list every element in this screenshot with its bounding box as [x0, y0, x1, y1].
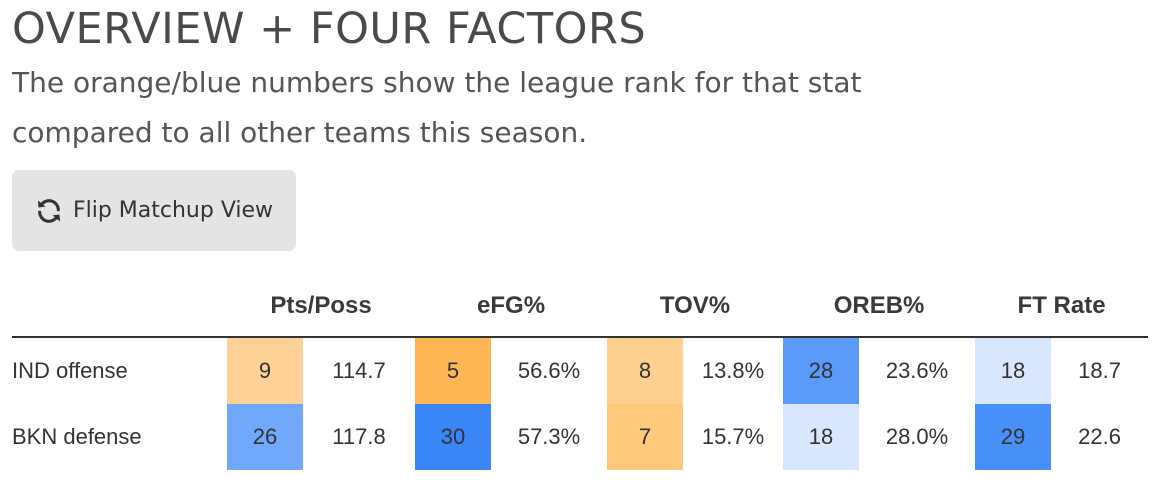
- table-row: IND offense 9 114.7 5 56.6% 8 13.8% 28 23.6% 18 18…: [12, 337, 1148, 404]
- stat-value-pts-poss: 117.8: [332, 424, 386, 449]
- page-subtitle: The orange/blue numbers show the league …: [12, 66, 862, 149]
- page-title: OVERVIEW + FOUR FACTORS: [12, 4, 647, 54]
- refresh-icon: [35, 197, 63, 225]
- rank-badge-pts-poss: 26: [227, 404, 303, 470]
- rank-badge-ft-rate: 29: [975, 404, 1052, 470]
- team-column-header: [12, 276, 227, 338]
- stat-value-efg: 56.6%: [517, 358, 581, 383]
- rank-badge-efg: 5: [415, 337, 492, 404]
- stat-value-ft-rate: 18.7: [1078, 358, 1121, 383]
- column-header-tov: TOV%: [607, 276, 784, 338]
- flip-matchup-button[interactable]: Flip Matchup View: [12, 170, 296, 251]
- table-header-row: Pts/Poss eFG% TOV% OREB% FT Rate: [12, 276, 1149, 338]
- column-header-pts-poss: Pts/Poss: [227, 276, 416, 338]
- rank-badge-pts-poss: 9: [227, 337, 303, 404]
- rank-badge-tov: 8: [607, 337, 684, 404]
- rank-badge-efg: 30: [415, 404, 492, 470]
- column-header-ft-rate: FT Rate: [975, 276, 1149, 338]
- stat-value-pts-poss: 114.7: [332, 358, 386, 383]
- team-label: BKN defense: [12, 424, 142, 449]
- stat-value-oreb: 23.6%: [885, 358, 949, 383]
- stat-value-ft-rate: 22.6: [1078, 424, 1121, 449]
- rank-badge-oreb: 28: [783, 337, 860, 404]
- stat-value-tov: 13.8%: [701, 358, 765, 383]
- column-header-oreb: OREB%: [783, 276, 976, 338]
- table-row: BKN defense 26 117.8 30 57.3% 7 15.7% 18 28.0% 29…: [12, 404, 1148, 470]
- stat-value-oreb: 28.0%: [885, 424, 949, 449]
- flip-matchup-label: Flip Matchup View: [72, 198, 274, 223]
- rank-badge-ft-rate: 18: [975, 337, 1052, 404]
- column-header-efg: eFG%: [415, 276, 608, 338]
- team-label: IND offense: [12, 358, 128, 383]
- stat-value-tov: 15.7%: [701, 424, 765, 449]
- rank-badge-oreb: 18: [783, 404, 860, 470]
- rank-badge-tov: 7: [607, 404, 684, 470]
- four-factors-table: Pts/Poss eFG% TOV% OREB% FT Rate IND off…: [12, 276, 1149, 470]
- stat-value-efg: 57.3%: [517, 424, 581, 449]
